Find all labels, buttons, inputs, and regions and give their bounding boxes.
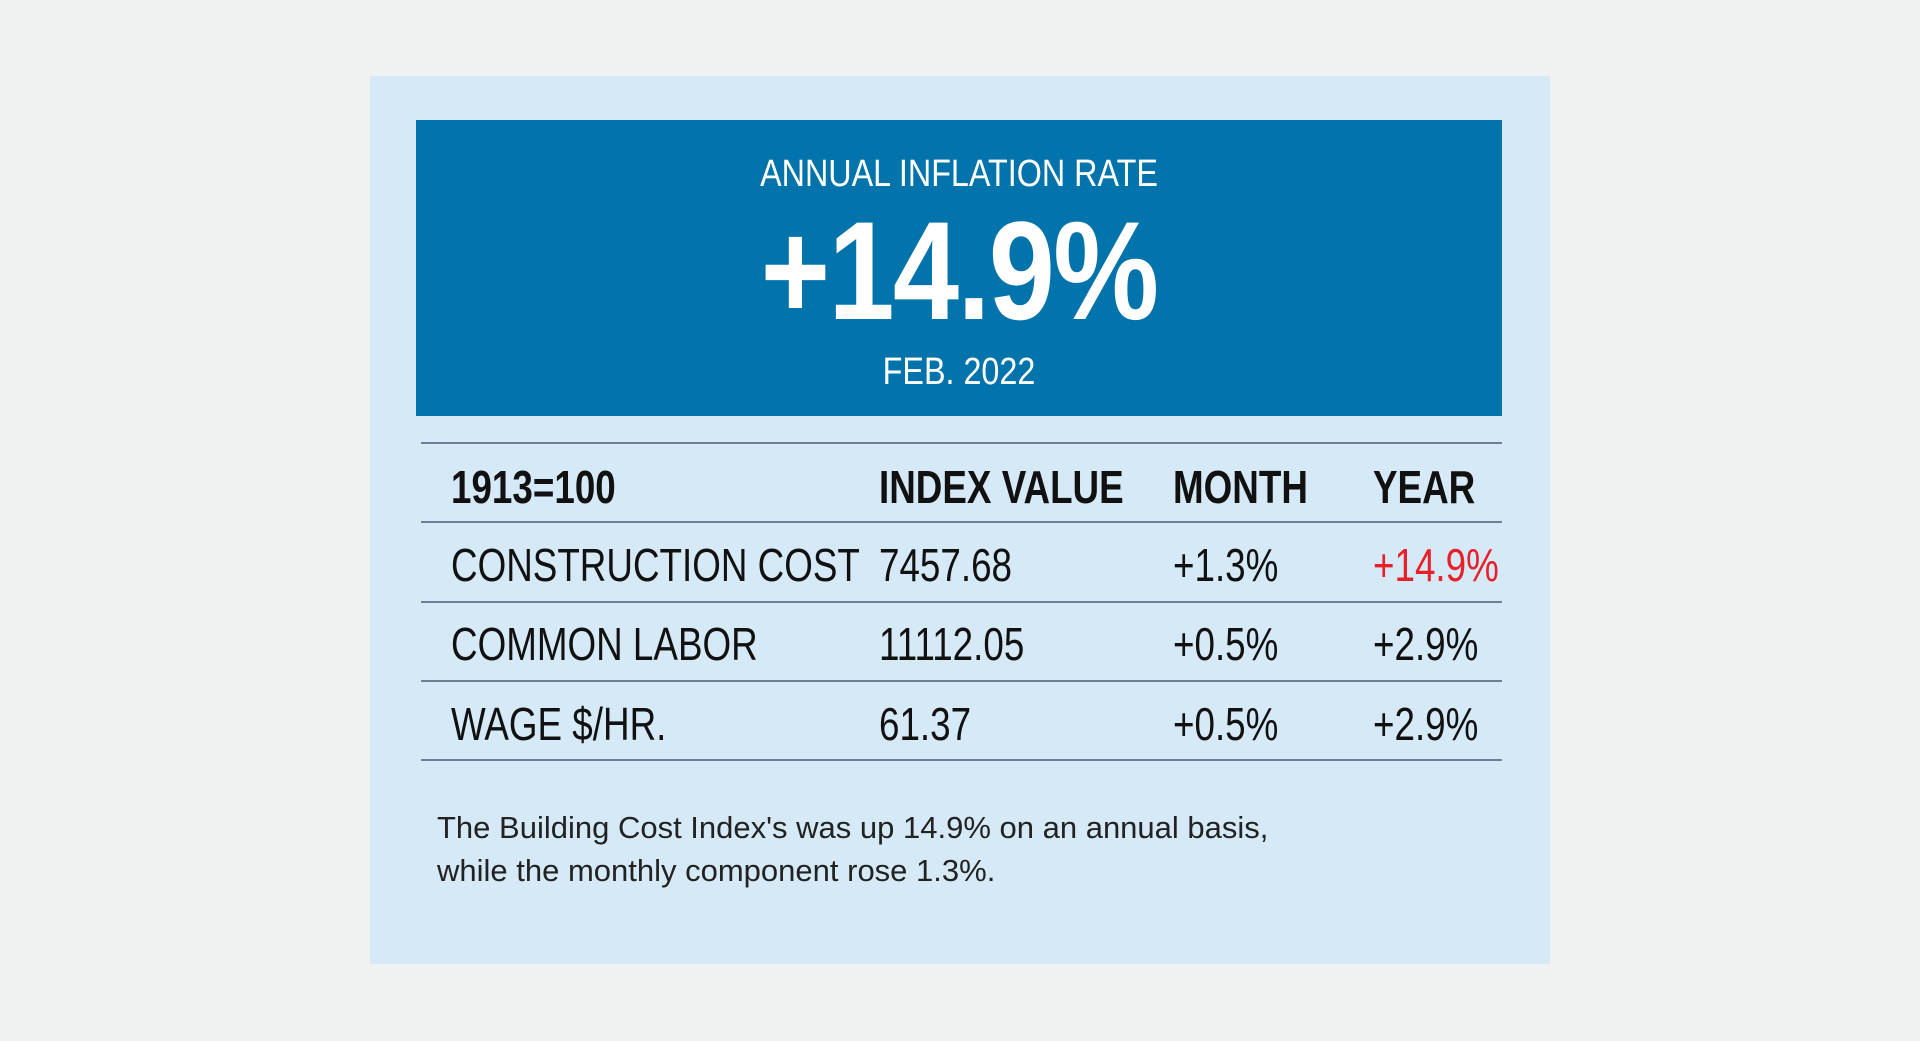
row-index-value: 11112.05: [879, 618, 1025, 670]
row-label: CONSTRUCTION COST: [451, 539, 860, 591]
divider: [421, 442, 1502, 444]
row-year: +14.9%: [1373, 539, 1499, 591]
row-label: WAGE $/HR.: [451, 698, 667, 750]
caption: The Building Cost Index's was up 14.9% o…: [437, 806, 1268, 892]
row-month: +0.5%: [1173, 698, 1279, 750]
hero-value: +14.9%: [760, 192, 1159, 349]
row-year: +2.9%: [1373, 698, 1479, 750]
row-month: +0.5%: [1173, 618, 1279, 670]
row-month: +1.3%: [1173, 539, 1279, 591]
header-month: MONTH: [1173, 461, 1308, 513]
divider: [421, 759, 1502, 761]
divider: [421, 521, 1502, 523]
header-index-value: INDEX VALUE: [879, 461, 1124, 513]
hero-banner: ANNUAL INFLATION RATE +14.9% FEB. 2022: [416, 120, 1502, 416]
header-base: 1913=100: [451, 461, 616, 513]
row-year: +2.9%: [1373, 618, 1479, 670]
caption-line: while the monthly component rose 1.3%.: [437, 853, 996, 888]
row-index-value: 7457.68: [879, 539, 1013, 591]
row-index-value: 61.37: [879, 698, 972, 750]
caption-line: The Building Cost Index's was up 14.9% o…: [437, 810, 1269, 845]
divider: [421, 601, 1502, 603]
row-label: COMMON LABOR: [451, 618, 758, 670]
hero-title: ANNUAL INFLATION RATE: [760, 153, 1158, 195]
hero-date: FEB. 2022: [882, 351, 1036, 393]
divider: [421, 680, 1502, 682]
header-year: YEAR: [1373, 461, 1476, 513]
inflation-card: ANNUAL INFLATION RATE +14.9% FEB. 2022 1…: [370, 76, 1550, 964]
